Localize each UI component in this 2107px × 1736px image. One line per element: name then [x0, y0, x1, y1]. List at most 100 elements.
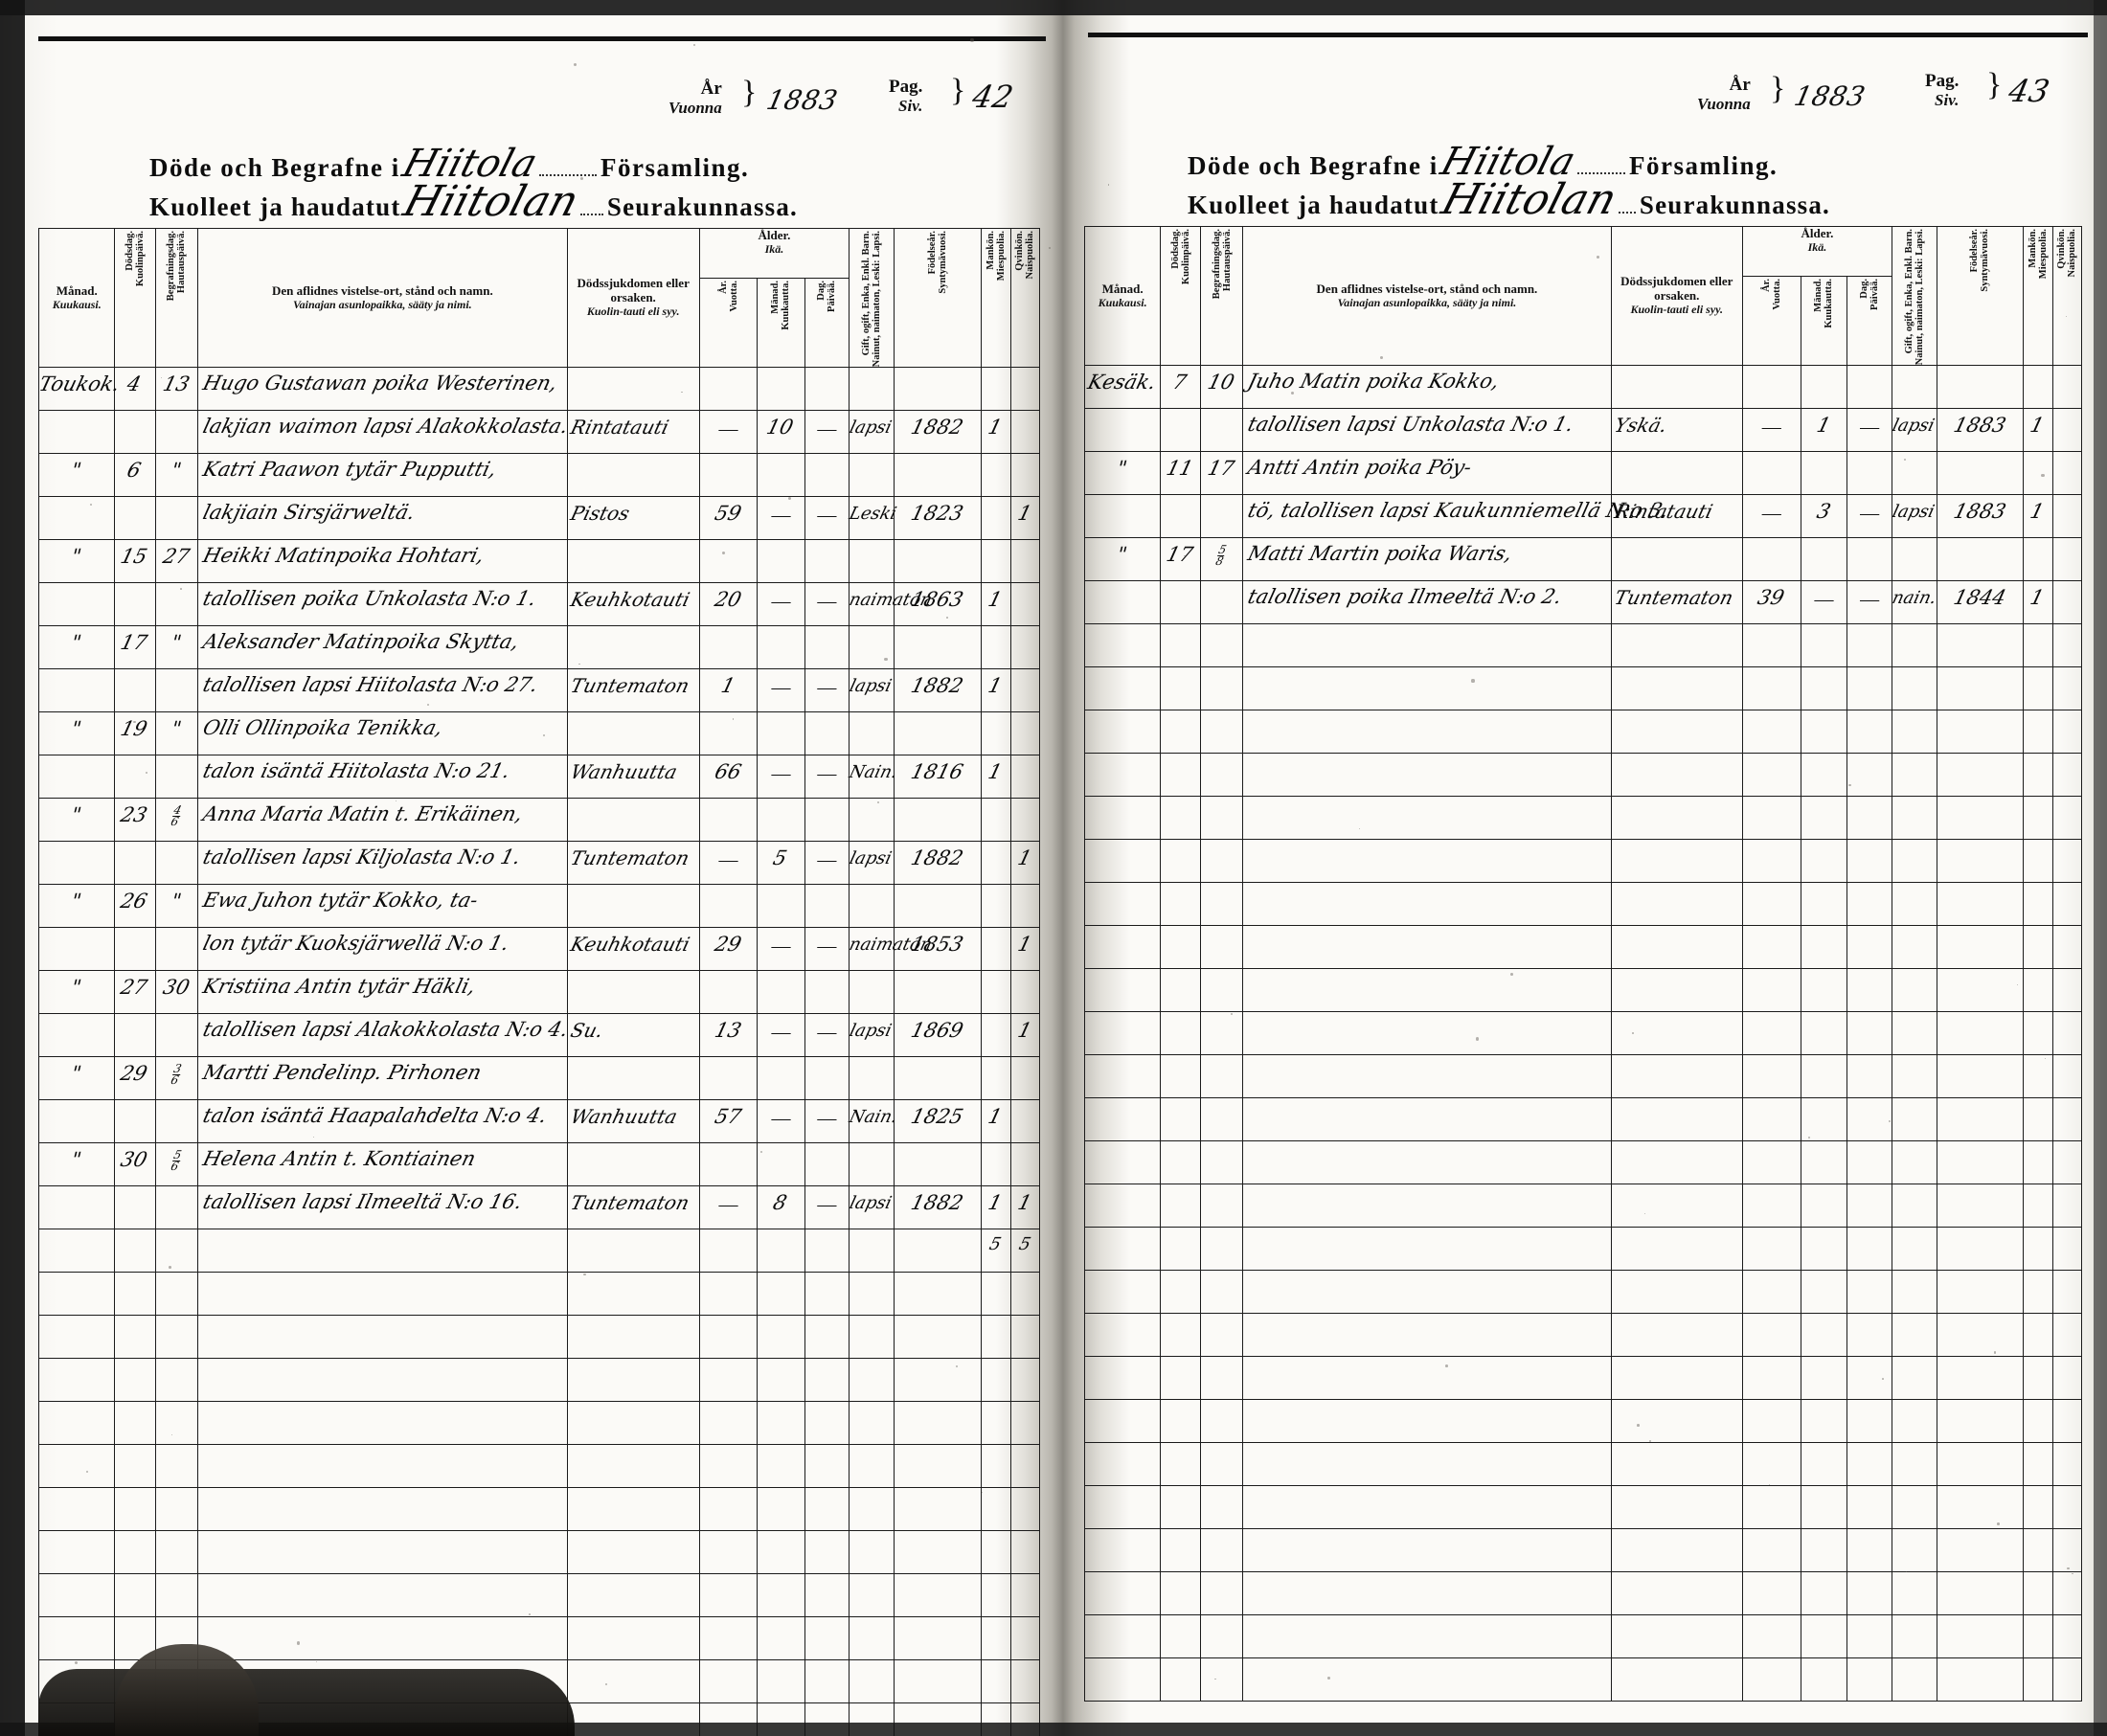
cell-blank: [1937, 366, 2024, 409]
table-row: talollisen poika Unkolasta N:o 1. Keuhkot…: [39, 583, 1040, 626]
cell-birth-year: 1882: [895, 1186, 982, 1229]
cell-burial-day: 30: [155, 971, 197, 1014]
cell-age-days: —: [804, 583, 850, 626]
cell-blank: [895, 1316, 982, 1359]
cell-blank: [1742, 366, 1801, 409]
cell-blank: [2024, 538, 2052, 581]
cell-blank: [1742, 538, 1801, 581]
cell-blank: [1161, 1228, 1201, 1271]
cell-blank: [1201, 1098, 1243, 1141]
cell-blank: [2024, 883, 2052, 926]
cell-status: nain.: [1892, 581, 1937, 624]
cell-blank: [758, 1359, 804, 1402]
cell-blank: [1085, 797, 1161, 840]
cell-total-female: 5: [1010, 1229, 1039, 1273]
cell-month-cont: [39, 842, 115, 885]
cell-blank: [39, 1574, 115, 1617]
cell-blank: [1161, 1486, 1201, 1529]
cell-blank: [2052, 1400, 2081, 1443]
cell-blank: [1611, 1529, 1742, 1572]
cell-blank: [197, 1229, 567, 1273]
table-row-empty: [1085, 840, 2082, 883]
scan-speck: [1637, 1424, 1640, 1427]
table-row: talollisen lapsi Hiitolasta N:o 27. Tunte…: [39, 669, 1040, 712]
cell-blank: [2024, 624, 2052, 667]
cell-age-years: 20: [699, 583, 758, 626]
cell-blank: [197, 1445, 567, 1488]
cell-blank: [1161, 1443, 1201, 1486]
cell-blank: [1201, 1314, 1243, 1357]
scan-speck: [1533, 510, 1534, 511]
cell-blank: [1085, 1529, 1161, 1572]
scan-speck: [1471, 679, 1474, 682]
cell-blank: [758, 1445, 804, 1488]
cell-blank: [699, 1316, 758, 1359]
cell-blank: [699, 1359, 758, 1402]
cell-blank: [1010, 454, 1039, 497]
cell-blank: [1085, 1658, 1161, 1702]
cell-blank: [895, 1531, 982, 1574]
cell-blank: [850, 626, 895, 669]
table-row-empty: [1085, 1184, 2082, 1228]
cell-age-days: —: [804, 497, 850, 540]
cell-blank: [895, 1402, 982, 1445]
scan-edge-left: [0, 0, 25, 1736]
scan-speck: [1904, 459, 1906, 461]
cell-blank: [1742, 1055, 1801, 1098]
cell-blank: [1161, 1658, 1201, 1702]
cell-blank: [804, 1402, 850, 1445]
cell-blank: [804, 626, 850, 669]
cell-age-months: —: [758, 669, 804, 712]
cell-age-months: 1: [1801, 409, 1847, 452]
cell-month: ": [39, 971, 115, 1014]
title-finnish-left: Kuolleet ja haudatut Hiitolan Seurakunna…: [149, 177, 798, 226]
cell-blank: [1243, 1184, 1611, 1228]
cell-blank: [895, 454, 982, 497]
cell-name-line2: talollisen lapsi Ilmeeltä N:o 16.: [197, 1186, 567, 1229]
scan-speck: [693, 44, 695, 46]
cell-age-days: —: [804, 928, 850, 971]
table-row: talon isäntä Haapalahdelta N:o 4. Wanhuut…: [39, 1100, 1040, 1143]
title-fi-text: Kuolleet ja haudatut: [149, 192, 401, 221]
scan-edge-right: [2094, 0, 2107, 1736]
cell-blank: [1611, 1314, 1742, 1357]
cell-blank: [2052, 1615, 2081, 1658]
cell-blank: [155, 1531, 197, 1574]
cell-burial-day: 58: [1201, 538, 1243, 581]
cell-blank: [804, 368, 850, 411]
table-row-empty: [1085, 754, 2082, 797]
cell-month-cont: [39, 583, 115, 626]
cell-blank: [1847, 538, 1892, 581]
cell-blank: [1085, 1228, 1161, 1271]
cell-burial-day-cont: [1201, 409, 1243, 452]
cell-blank: [1161, 797, 1201, 840]
cell-blank: [1201, 1529, 1243, 1572]
cell-blank: [1801, 667, 1847, 710]
page-brace-left: }: [950, 73, 965, 109]
cell-blank: [1937, 1529, 2024, 1572]
cell-blank: [850, 1660, 895, 1703]
cell-female-count: [1010, 411, 1039, 454]
cell-blank: [1742, 710, 1801, 754]
scan-speck: [1510, 973, 1513, 976]
cell-death-day-cont: [115, 583, 155, 626]
cell-blank: [1085, 710, 1161, 754]
cell-blank: [895, 1143, 982, 1186]
table-row-empty: [39, 1574, 1040, 1617]
cell-blank: [1201, 883, 1243, 926]
cell-blank: [1243, 754, 1611, 797]
cell-blank: [1742, 1314, 1801, 1357]
cell-blank: [895, 1229, 982, 1273]
cell-death-day: 4: [115, 368, 155, 411]
col-header-age-months: Mänad. Kuukautta.: [1801, 276, 1847, 365]
cell-blank: [1611, 797, 1742, 840]
cell-month: ": [39, 799, 115, 842]
cell-blank: [1085, 1357, 1161, 1400]
table-row-empty: [1085, 1357, 2082, 1400]
table-row: " 17 5 8 Matti Martin poika Waris,: [1085, 538, 2082, 581]
cell-blank: [1742, 1400, 1801, 1443]
cell-month-cont: [1085, 581, 1161, 624]
cell-blank: [804, 1445, 850, 1488]
cell-blank: [1611, 1658, 1742, 1702]
cell-blank: [1847, 366, 1892, 409]
